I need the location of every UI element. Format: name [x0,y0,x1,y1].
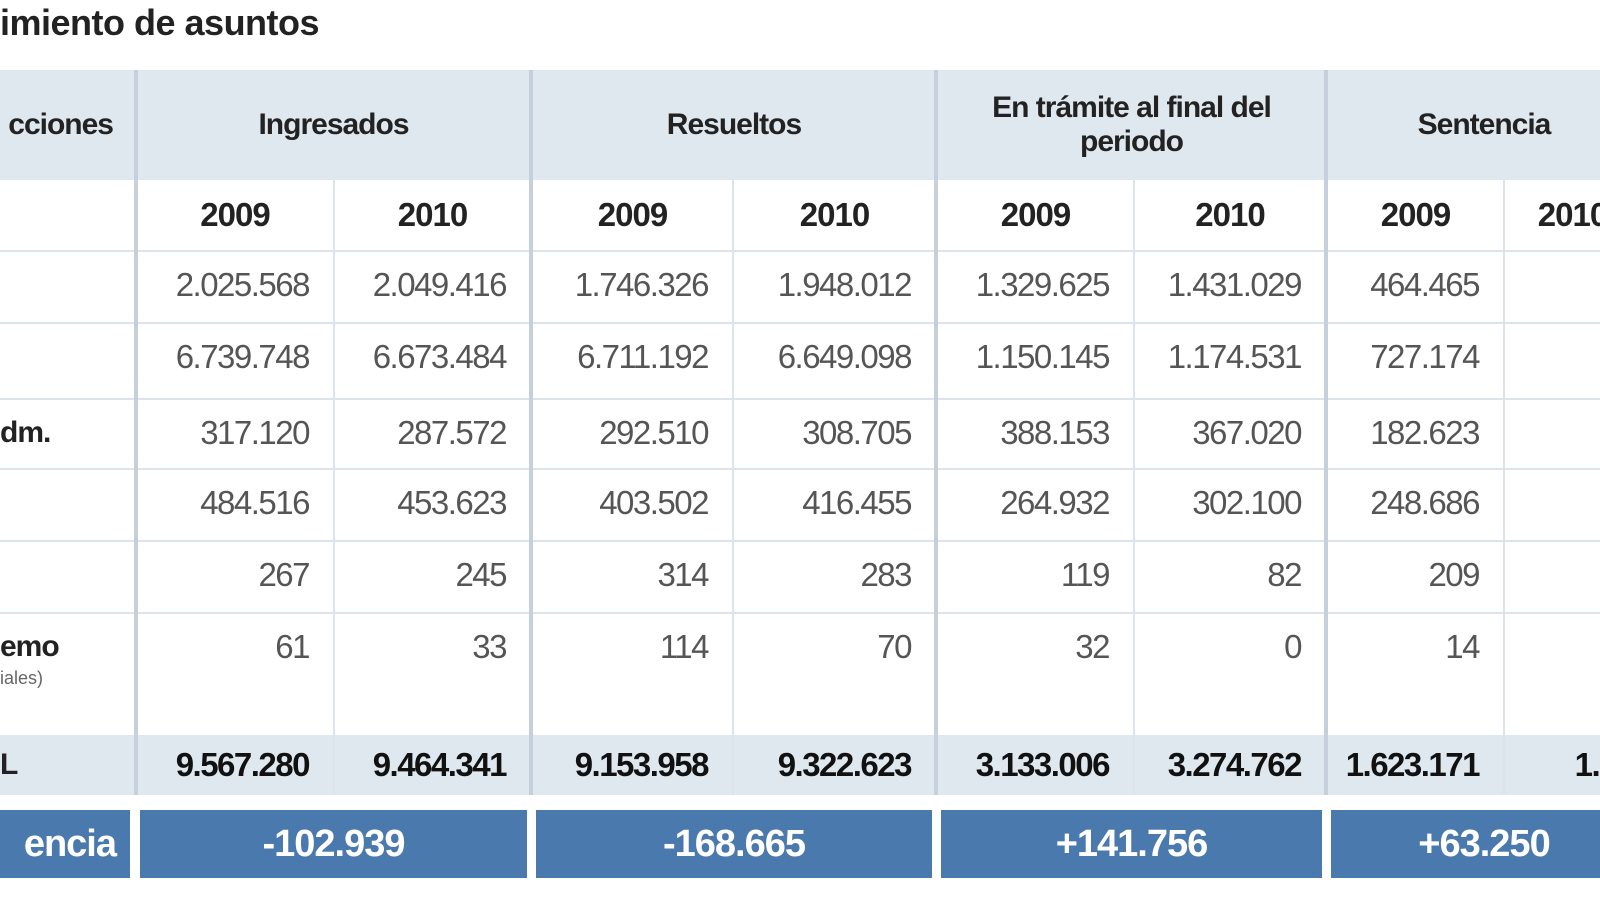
cell-value: 388.153 [1000,414,1110,451]
cell-value: 33 [472,628,507,665]
row-line [0,322,1600,324]
cell-value: 6.711.192 [577,338,709,375]
title: imiento de asuntos [0,2,320,43]
year-header: 2010 [799,196,870,233]
cell-value: 464.465 [1370,266,1480,303]
year-header: 2009 [1000,196,1071,233]
difference-value: -168.665 [536,810,932,878]
cell-value: 114 [659,628,710,665]
difference-value: +141.756 [941,810,1322,878]
cell-value: 245 [455,556,507,593]
row-line [0,540,1600,542]
cell-value: 367.020 [1192,414,1302,451]
column-header: En trámite al final del periodo [938,70,1325,180]
cell-value: 283 [860,556,912,593]
cell-value: 7 [1505,322,1600,398]
cell-value: 6.673.484 [372,338,508,375]
column-line [1133,180,1135,795]
year-header: 2010 [1537,196,1600,233]
year-header: 2010 [397,196,468,233]
column-header: Ingresados [137,70,530,180]
cell-value: 32 [1075,628,1110,665]
column-header: Resueltos [533,70,935,180]
column-line [732,180,734,795]
column-line [333,180,335,795]
cell-value: 1 [1505,398,1600,468]
cell-value: 6.739.748 [175,338,311,375]
cell-value: 287.572 [397,414,507,451]
row-sublabel: iales) [0,667,44,688]
total-value: 1.6 [1505,735,1600,795]
row-label: emo [0,630,60,663]
total-value: 9.322.623 [734,735,935,795]
total-value: 3.133.006 [938,735,1133,795]
cell-value: 1.174.531 [1167,338,1303,375]
row-line [0,468,1600,470]
difference-value: -102.939 [140,810,527,878]
cell-value: 317.120 [200,414,310,451]
cell-value: 484.516 [200,484,310,521]
cell-value: 1.948.012 [777,266,913,303]
row-line [0,398,1600,400]
group-line [1324,70,1328,795]
row-line [0,612,1600,614]
difference-value: +63.250 [1331,810,1600,878]
cell-value: 61 [275,628,310,665]
year-header: 2010 [1195,196,1265,233]
cell-value: 727.174 [1370,338,1480,375]
cell-value: 119 [1060,556,1111,593]
difference-label: encia [0,810,130,878]
cell-value [1505,540,1600,612]
group-line [529,70,533,795]
cell-value: 314 [657,556,709,593]
group-line [934,70,938,795]
cell-value: 264.932 [1000,484,1110,521]
cell-value: 453.623 [397,484,507,521]
total-value: 9.153.958 [533,735,732,795]
cell-value: 0 [1284,628,1302,665]
cell-value [1505,612,1600,735]
cell-value: 70 [877,628,912,665]
total-value: 9.464.341 [335,735,530,795]
column-line [1503,180,1505,795]
cell-value: 416.455 [802,484,912,521]
cell-value: 182.623 [1370,414,1480,451]
cell-value: 2.025.568 [175,266,311,303]
row-label: dm. [0,416,51,449]
cell-value: 2 [1505,468,1600,540]
total-value: 3.274.762 [1135,735,1325,795]
cell-value: 5 [1505,250,1600,322]
column-header: cciones [0,70,135,180]
cell-value: 209 [1428,556,1480,593]
cell-value: 1.329.625 [975,266,1111,303]
cell-value: 6.649.098 [777,338,913,375]
total-label: L [0,748,18,781]
cell-value: 1.746.326 [574,266,710,303]
cell-value: 292.510 [599,414,709,451]
cell-value: 14 [1445,628,1480,665]
total-value: 9.567.280 [137,735,333,795]
cell-value: 308.705 [802,414,912,451]
cell-value: 267 [258,556,310,593]
cell-value: 302.100 [1192,484,1302,521]
year-header: 2009 [597,196,668,233]
year-header: 2009 [1380,196,1451,233]
group-line [134,70,138,795]
row-line [0,250,1600,252]
cell-value: 82 [1267,556,1302,593]
cell-value: 1.150.145 [975,338,1111,375]
cell-value: 403.502 [599,484,709,521]
cell-value: 248.686 [1370,484,1480,521]
column-header: Sentencia [1328,70,1600,180]
year-header: 2009 [200,196,270,233]
cell-value: 2.049.416 [372,266,508,303]
total-value: 1.623.171 [1328,735,1503,795]
cell-value: 1.431.029 [1167,266,1303,303]
